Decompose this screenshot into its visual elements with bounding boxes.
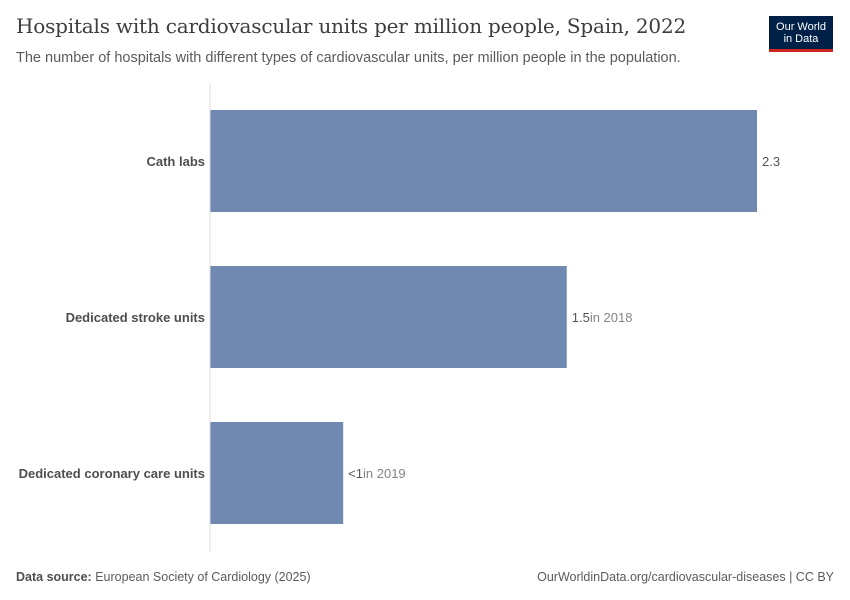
year-note-label: in 2018 (590, 310, 633, 325)
chart-title: Hospitals with cardiovascular units per … (16, 14, 686, 38)
owid-logo[interactable]: Our World in Data (769, 16, 833, 52)
bar[interactable] (210, 110, 757, 212)
value-label: <1 (348, 466, 363, 481)
category-label: Dedicated coronary care units (19, 466, 205, 481)
data-source-text[interactable]: European Society of Cardiology (2025) (95, 570, 311, 584)
source-url[interactable]: OurWorldinData.org/cardiovascular-diseas… (537, 570, 834, 584)
value-label: 2.3 (762, 154, 780, 169)
data-source-label: Data source: (16, 570, 92, 584)
value-label: 1.5 (572, 310, 590, 325)
category-label: Dedicated stroke units (66, 310, 205, 325)
chart-subtitle: The number of hospitals with different t… (16, 50, 681, 66)
logo-line-2: in Data (783, 33, 819, 45)
logo-line-1: Our World (776, 21, 826, 33)
data-source: Data source: European Society of Cardiol… (16, 570, 311, 584)
category-label: Cath labs (146, 154, 205, 169)
bar[interactable] (210, 266, 567, 368)
year-note-label: in 2019 (363, 466, 406, 481)
bar[interactable] (210, 422, 344, 524)
